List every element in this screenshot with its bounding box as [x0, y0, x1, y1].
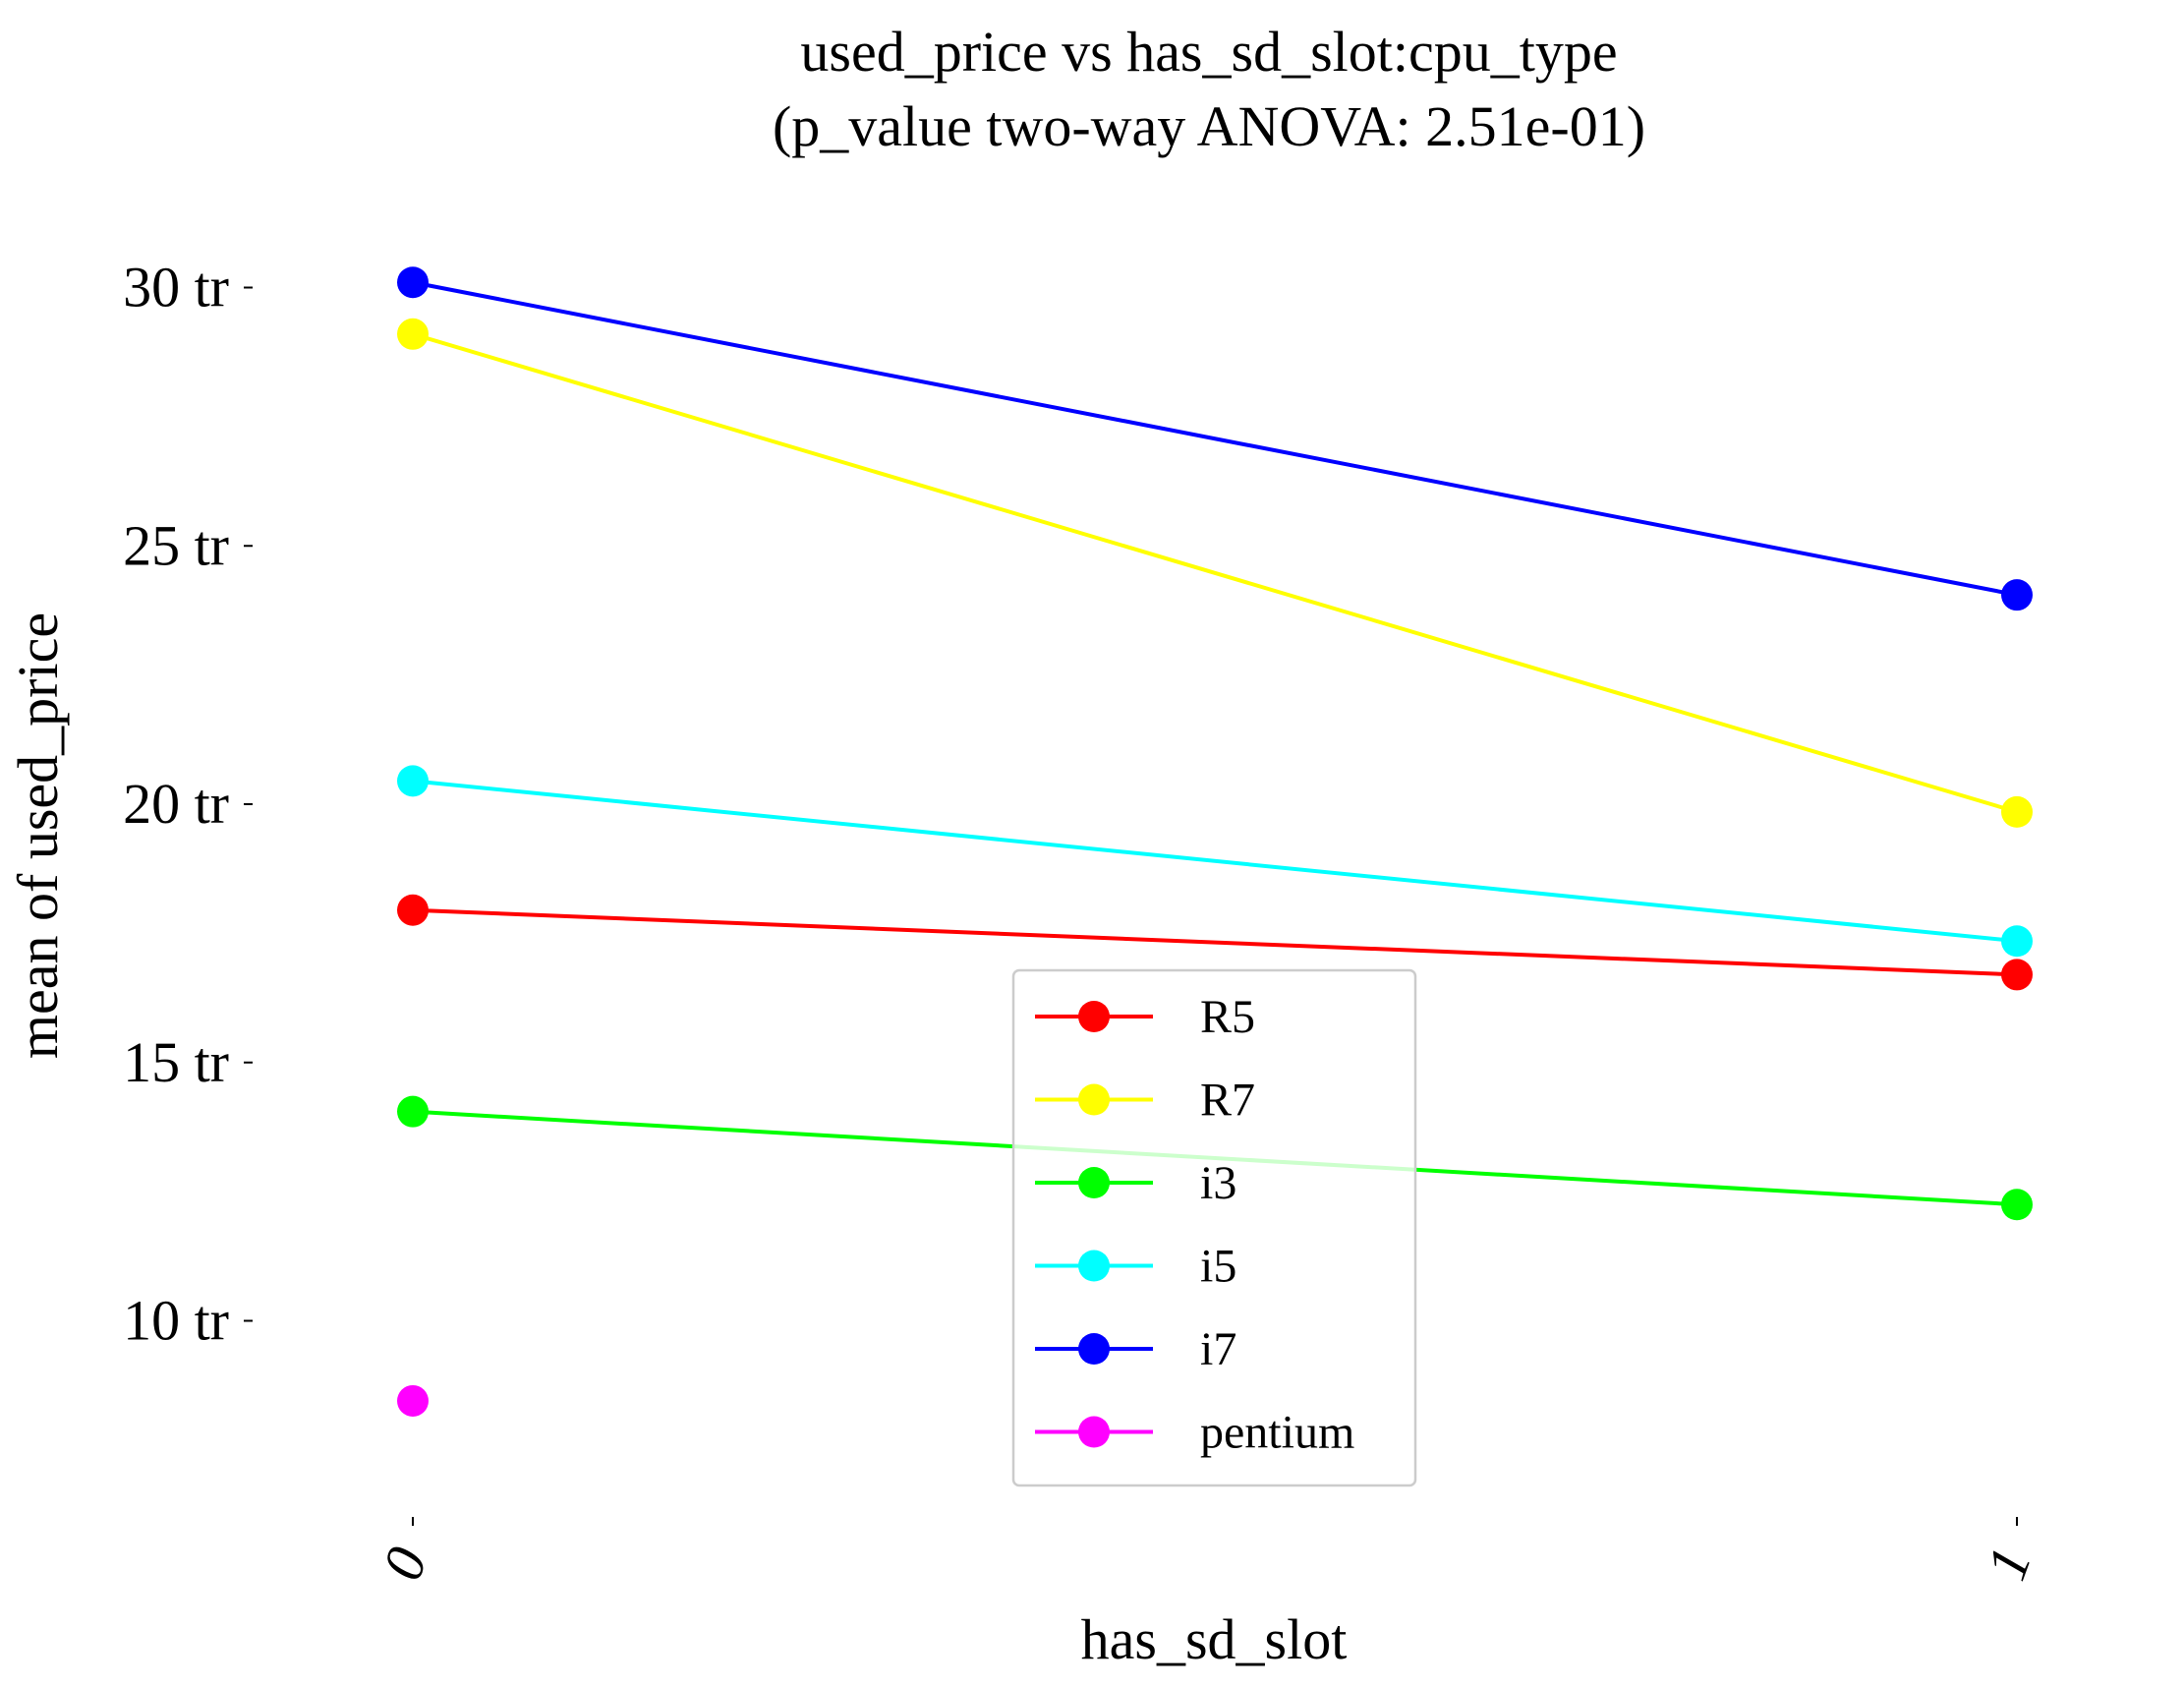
chart-title-line-2: (p_value two-way ANOVA: 2.51e-01)	[773, 94, 1645, 158]
x-axis-label: has_sd_slot	[1081, 1607, 1348, 1671]
data-point-i7	[2001, 579, 2033, 611]
legend-marker	[1078, 1250, 1110, 1282]
legend-item-i7: i7	[1035, 1323, 1236, 1375]
series-line-R7	[412, 331, 2018, 814]
series-R5	[397, 894, 2033, 991]
series-R7	[397, 318, 2033, 828]
series-line-i7	[412, 280, 2018, 598]
legend-label: i3	[1200, 1157, 1236, 1209]
series-line-i5	[412, 779, 2018, 944]
data-point-i5	[397, 765, 429, 797]
legend-item-R5: R5	[1035, 991, 1255, 1043]
legend-label: R7	[1200, 1075, 1255, 1127]
legend-marker	[1078, 1083, 1110, 1116]
x-tick-label: 0	[370, 1540, 439, 1588]
legend-marker	[1078, 1167, 1110, 1198]
y-tick-label: 10 tr	[123, 1289, 229, 1353]
data-point-i7	[397, 266, 429, 299]
legend-marker	[1078, 1001, 1110, 1032]
y-tick-label: 20 tr	[123, 772, 229, 836]
legend-item-i3: i3	[1035, 1157, 1236, 1209]
legend-item-R7: R7	[1035, 1075, 1255, 1127]
data-point-pentium	[397, 1384, 429, 1417]
legend-item-pentium: pentium	[1035, 1407, 1354, 1459]
legend-label: R5	[1200, 991, 1255, 1043]
data-point-R7	[397, 318, 429, 350]
data-point-i3	[2001, 1189, 2033, 1221]
legend-marker	[1078, 1333, 1110, 1365]
data-point-R5	[397, 894, 429, 926]
y-tick-label: 30 tr	[123, 256, 229, 320]
y-axis: 10 tr 15 tr 20 tr 25 tr 30 tr	[123, 256, 253, 1353]
y-tick-label: 15 tr	[123, 1030, 229, 1094]
series-i7	[397, 266, 2033, 611]
data-point-R5	[2001, 959, 2033, 991]
legend-item-i5: i5	[1035, 1241, 1236, 1293]
legend: R5 R7 i3 i5 i7 pentium	[1011, 968, 1417, 1487]
series-layer	[397, 266, 2033, 1417]
legend-label: i7	[1200, 1323, 1236, 1375]
series-line-R5	[412, 907, 2018, 977]
series-pentium	[397, 1384, 429, 1417]
y-tick-label: 25 tr	[123, 513, 229, 577]
legend-label: i5	[1200, 1241, 1236, 1293]
y-axis-label: mean of used_price	[6, 612, 70, 1059]
data-point-i5	[2001, 925, 2033, 958]
legend-label: pentium	[1200, 1407, 1354, 1459]
x-tick-label: 1	[1974, 1540, 2043, 1588]
chart-title-line-1: used_price vs has_sd_slot:cpu_type	[800, 20, 1617, 84]
data-point-i3	[397, 1095, 429, 1128]
legend-marker	[1078, 1416, 1110, 1448]
data-point-R7	[2001, 795, 2033, 828]
series-i5	[397, 765, 2033, 958]
